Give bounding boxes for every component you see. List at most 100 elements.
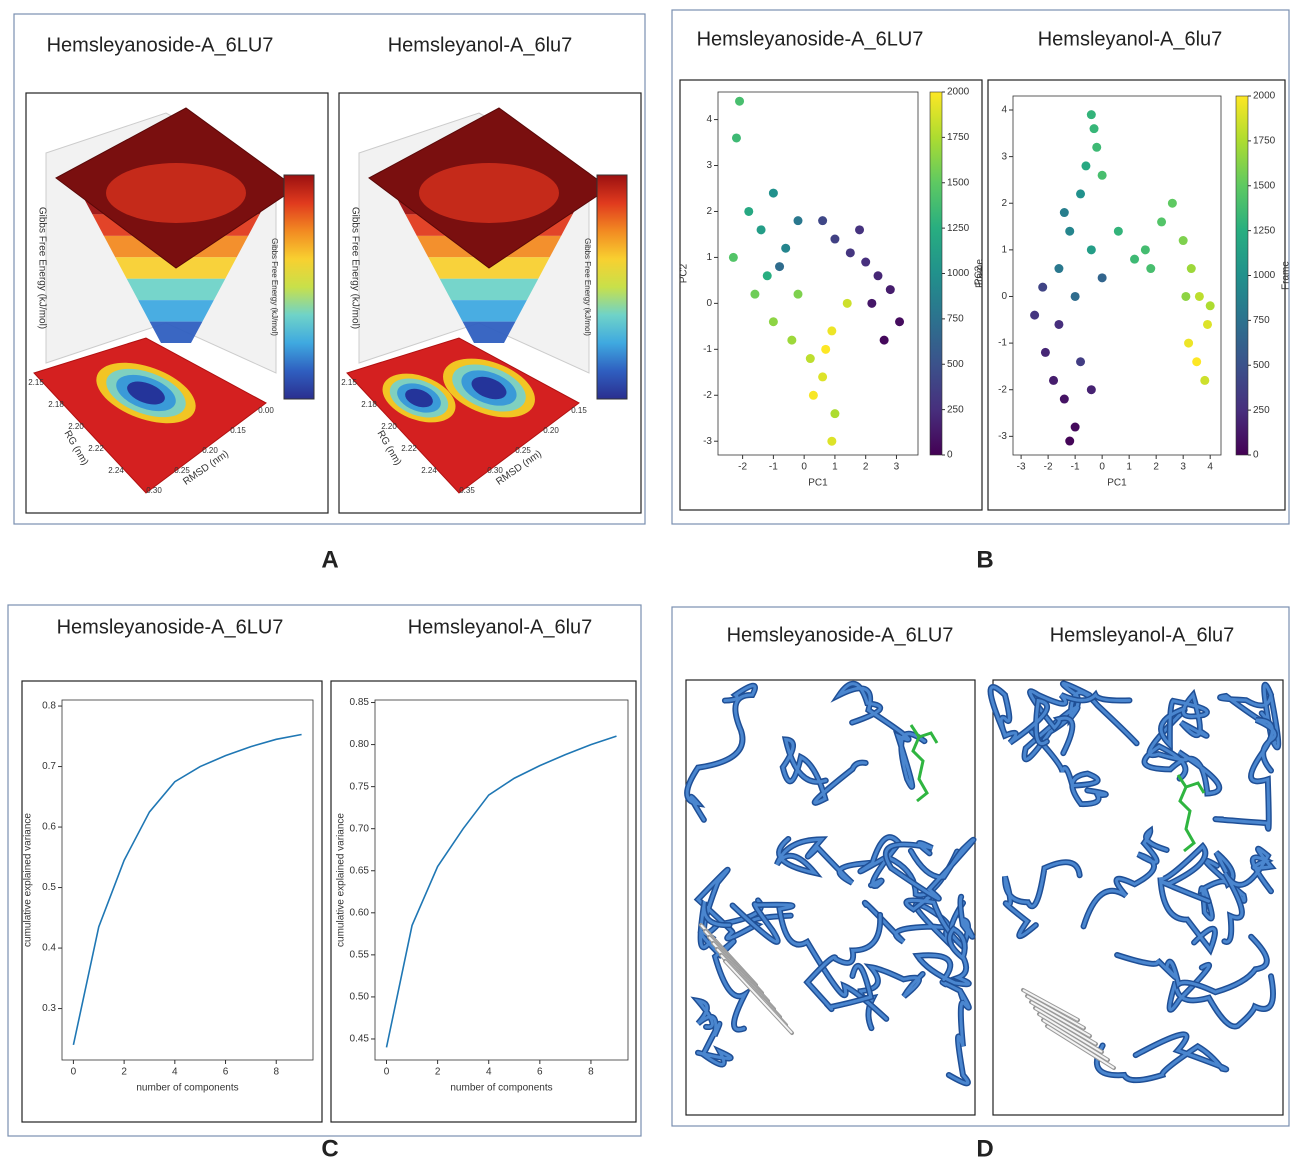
subplot-title: Hemsleyanoside-A_6LU7 xyxy=(727,624,954,646)
x-tick-label: 0 xyxy=(801,462,807,473)
y-tick-label: 2.20 xyxy=(381,422,397,431)
scatter-point xyxy=(1054,264,1064,274)
colorbar xyxy=(929,91,943,456)
subplot-title: Hemsleyanoside-A_6LU7 xyxy=(47,34,274,56)
mode-arrow-core xyxy=(1046,1025,1115,1069)
y-tick-label: -1 xyxy=(998,338,1007,349)
backbone-highlight xyxy=(1143,708,1221,796)
colorbar-tick-label: 2000 xyxy=(1253,91,1276,102)
scatter-point xyxy=(793,216,803,226)
scatter-point xyxy=(1097,170,1107,180)
z-axis-label: Gibbs Free Energy (kJ/mol) xyxy=(36,207,47,329)
x-tick-label: 0 xyxy=(384,1067,390,1078)
subplot-frame xyxy=(21,680,323,1123)
y-tick-label: 0.5 xyxy=(42,882,56,893)
plot-area xyxy=(374,699,629,1061)
scatter-point xyxy=(1038,282,1048,292)
backbone-highlight xyxy=(914,927,971,986)
x-tick-label: 2 xyxy=(1153,462,1159,473)
colorbar-tick-label: 500 xyxy=(947,359,964,370)
backbone-highlight xyxy=(1095,1033,1228,1082)
scatter-point xyxy=(768,317,778,327)
y-tick-label: 2.18 xyxy=(48,400,64,409)
y-tick-label: 1 xyxy=(1001,244,1007,255)
scatter-point xyxy=(1200,375,1210,385)
scatter-point xyxy=(873,271,883,281)
scatter-point xyxy=(793,289,803,299)
scatter-point xyxy=(1089,124,1099,134)
subplot-title: Hemsleyanol-A_6lu7 xyxy=(1038,28,1223,50)
scatter-point xyxy=(808,390,818,400)
colorbar-tick-label: 1250 xyxy=(1253,225,1276,236)
x-tick-label: -1 xyxy=(769,462,778,473)
scatter-point xyxy=(1070,422,1080,432)
x-axis-label: number of components xyxy=(450,1083,552,1094)
scatter-point xyxy=(1097,273,1107,283)
x-tick-label: 1 xyxy=(832,462,838,473)
scatter-point xyxy=(1049,375,1059,385)
scatter-point xyxy=(1184,338,1194,348)
scatter-point xyxy=(1065,436,1075,446)
x-tick-label: 0.30 xyxy=(487,466,503,475)
contour xyxy=(471,376,507,400)
scatter-point xyxy=(805,354,815,364)
scatter-point xyxy=(1167,198,1177,208)
y-tick-label: 2.22 xyxy=(401,444,417,453)
colorbar-tick-label: 1750 xyxy=(1253,136,1276,147)
colorbar-tick-label: 1750 xyxy=(947,132,970,143)
x-tick-label: 0.25 xyxy=(515,446,531,455)
backbone-highlight xyxy=(834,682,926,789)
backbone-highlight xyxy=(941,980,971,1085)
colorbar-tick-label: 750 xyxy=(1253,315,1270,326)
x-tick-label: 2 xyxy=(863,462,869,473)
colorbar-tick-label: 500 xyxy=(1253,360,1270,371)
colorbar-tick-label: 0 xyxy=(947,450,953,461)
scatter-point xyxy=(818,372,828,382)
x-tick-label: 0.35 xyxy=(459,486,475,495)
scatter-point xyxy=(728,252,738,262)
scatter-point xyxy=(867,298,877,308)
mode-arrow-core xyxy=(1030,1001,1091,1037)
colorbar-tick-label: 1500 xyxy=(1253,180,1276,191)
y-tick-label: 2.24 xyxy=(108,466,124,475)
mode-arrow-core xyxy=(1042,1019,1109,1061)
y-tick-label: 0.80 xyxy=(350,739,370,750)
y-tick-label: -2 xyxy=(703,390,712,401)
y-tick-label: 2.15 xyxy=(341,378,357,387)
scatter-point xyxy=(842,298,852,308)
scatter-point xyxy=(1192,357,1202,367)
scatter-point xyxy=(879,335,889,345)
scatter-point xyxy=(1186,264,1196,274)
backbone-highlight xyxy=(858,835,959,897)
colorbar xyxy=(283,174,315,400)
backbone-highlight xyxy=(1168,963,1275,1028)
x-tick-label: 0.15 xyxy=(230,426,246,435)
ligand xyxy=(1176,774,1206,853)
ligand xyxy=(909,724,939,803)
y-tick-label: 0.45 xyxy=(350,1034,370,1045)
scatter-point xyxy=(1076,357,1086,367)
y-tick-label: 0.50 xyxy=(350,992,370,1003)
x-tick-label: 4 xyxy=(172,1067,178,1078)
backbone-highlight xyxy=(1158,844,1217,953)
y-tick-label: 0.60 xyxy=(350,907,370,918)
scatter-point xyxy=(1130,254,1140,264)
colorbar-tick-label: 750 xyxy=(947,314,964,325)
scatter-point xyxy=(1059,208,1069,218)
colorbar-tick-label: 1000 xyxy=(1253,270,1276,281)
y-tick-label: 2.22 xyxy=(88,444,104,453)
scatter-point xyxy=(1178,236,1188,246)
scatter-point xyxy=(885,285,895,295)
mode-arrow-core xyxy=(1022,989,1079,1021)
colorbar-tick-label: 250 xyxy=(947,404,964,415)
x-tick-label: 3 xyxy=(1180,462,1186,473)
backbone-highlight xyxy=(781,737,868,805)
y-tick-label: 2.24 xyxy=(421,466,437,475)
scatter-point xyxy=(735,96,745,106)
line xyxy=(385,735,617,1048)
backbone-highlight xyxy=(1159,691,1209,749)
scatter-point xyxy=(781,243,791,253)
x-tick-label: 0.25 xyxy=(174,466,190,475)
plot-area xyxy=(717,91,919,456)
